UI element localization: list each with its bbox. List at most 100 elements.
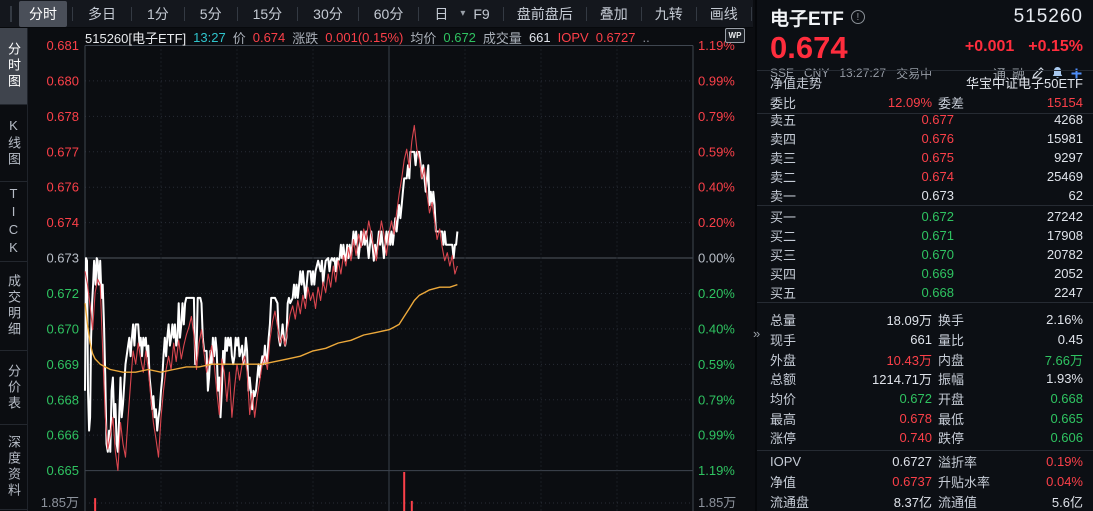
sidebar-item-0[interactable]: 分时图 <box>0 28 27 105</box>
level-volume: 2247 <box>1054 284 1083 300</box>
stats-grid: 总量 18.09万 换手 2.16% 现手 661 量比 0.45 外盘 10.43万 内盘 7.66… <box>757 310 1093 448</box>
level-label: 买三 <box>770 248 797 263</box>
axis-label: 0.674 <box>46 215 79 230</box>
price-change-pct: +0.15% <box>1028 38 1083 55</box>
axis-label: 0.20% <box>698 286 735 301</box>
info-icon[interactable]: ! <box>850 10 865 24</box>
bid-row-4[interactable]: 买五 0.668 2247 <box>757 283 1093 302</box>
level-price: 0.676 <box>921 131 954 147</box>
separator <box>236 6 238 21</box>
sidebar-item-2[interactable]: TICK <box>0 182 27 262</box>
stat-label: 跌停 <box>938 431 965 447</box>
wp-widget-icon[interactable]: WP <box>725 28 745 43</box>
toolbar-tab-0[interactable]: 分时 <box>19 0 67 27</box>
toolbar-action-3[interactable]: 九转 <box>654 5 683 22</box>
change-label: 涨跌 <box>292 30 319 46</box>
stat-value: 10.43万 <box>886 352 932 368</box>
add-icon[interactable] <box>1070 67 1083 80</box>
toolbar-action-4[interactable]: 画线 <box>709 5 738 22</box>
weibi-label: 委比 <box>770 95 797 111</box>
toolbar-action-0[interactable]: F9 <box>473 5 490 22</box>
ask-row-3[interactable]: 卖二 0.674 25469 <box>757 167 1093 186</box>
axis-label: 0.99% <box>698 73 735 88</box>
toolbar-tab-6[interactable]: 60分 <box>373 5 404 22</box>
axis-label: 1.85万 <box>41 495 79 510</box>
axis-label: 0.669 <box>46 357 79 372</box>
sidebar-item-3[interactable]: 成交明细 <box>0 262 27 351</box>
level-label: 买五 <box>770 285 797 301</box>
level-price: 0.672 <box>921 209 954 225</box>
alert-bell-icon[interactable] <box>1051 66 1064 80</box>
stat-label: 总量 <box>770 313 797 329</box>
toolbar-tab-3[interactable]: 5分 <box>199 5 222 22</box>
level-label: 买四 <box>770 266 797 282</box>
separator <box>131 6 132 21</box>
toolbar-tab-1[interactable]: 多日 <box>88 5 116 22</box>
level-price: 0.675 <box>921 149 954 165</box>
ask-row-4[interactable]: 卖一 0.673 62 <box>757 186 1093 205</box>
stat-row-4: 均价 0.672 开盘 0.668 <box>757 389 1093 409</box>
level-price: 0.671 <box>921 228 954 244</box>
currency: CNY <box>804 66 830 80</box>
separator <box>695 6 697 21</box>
stat-value: 1214.71万 <box>872 372 932 388</box>
toolbar-action-1[interactable]: 盘前盘后 <box>516 5 573 22</box>
separator <box>585 6 587 21</box>
stat-value: 8.37亿 <box>893 494 932 510</box>
axis-label: 0.676 <box>46 180 79 195</box>
stat-value: 2.16% <box>1046 312 1083 328</box>
bid-row-0[interactable]: 买一 0.672 27242 <box>757 208 1093 227</box>
price-line <box>84 150 459 453</box>
nav-trend-label[interactable]: 净值走势 <box>770 75 823 91</box>
chart-code: 515260[电子ETF] <box>85 30 187 46</box>
sidebar-item-4[interactable]: 分价表 <box>0 351 27 425</box>
axis-label: 0.20% <box>698 215 735 230</box>
level-label: 买二 <box>770 229 797 245</box>
separator <box>72 6 73 21</box>
stat-value: 0.672 <box>899 391 932 407</box>
stat-row-6: 涨停 0.740 跌停 0.606 <box>757 428 1093 448</box>
level-label: 卖二 <box>770 169 797 185</box>
level-label: 卖五 <box>770 113 797 129</box>
ask-row-0[interactable]: 卖五 0.677 4268 <box>757 111 1093 130</box>
stat-label: 最低 <box>938 411 965 427</box>
bid-row-3[interactable]: 买四 0.669 2052 <box>757 264 1093 283</box>
sidebar-item-5[interactable]: 深度资料 <box>0 425 27 510</box>
toolbar-tab-5[interactable]: 30分 <box>313 5 343 22</box>
toolbar-tab-4[interactable]: 15分 <box>252 5 283 22</box>
stat-row-1: 净值 0.6737 升贴水率 0.04% <box>757 471 1093 491</box>
toolbar-action-2[interactable]: 叠加 <box>599 5 628 22</box>
toolbar-tab-7[interactable]: 日 <box>434 5 449 22</box>
axis-label: 0.40% <box>698 180 735 195</box>
stat-label: 内盘 <box>938 352 965 368</box>
toolbar-tab-2[interactable]: 1分 <box>147 5 169 22</box>
stat-label: 净值 <box>770 474 797 490</box>
level-volume: 62 <box>1068 187 1083 203</box>
exchange: SSE <box>770 66 795 80</box>
stat-label: 流通盘 <box>770 494 810 510</box>
level-label: 买一 <box>770 210 797 226</box>
chart-time: 13:27 <box>193 29 226 45</box>
level-price: 0.677 <box>921 112 954 128</box>
level-volume: 2052 <box>1054 265 1083 281</box>
sidebar-item-1[interactable]: K线图 <box>0 105 27 182</box>
stat-value: 0.45 <box>1057 332 1083 348</box>
bid-row-2[interactable]: 买三 0.670 20782 <box>757 245 1093 264</box>
axis-label: 0.677 <box>46 144 79 159</box>
separator <box>357 6 359 21</box>
bid-row-1[interactable]: 买二 0.671 17908 <box>757 226 1093 245</box>
ask-row-1[interactable]: 卖四 0.676 15981 <box>757 129 1093 148</box>
chevron-down-icon[interactable]: ▾ <box>460 8 466 19</box>
panel-collapse-handle[interactable]: » <box>753 326 761 341</box>
axis-label: 0.59% <box>698 144 735 159</box>
axis-label: 0.59% <box>698 357 735 372</box>
stat-label: 现手 <box>770 333 797 349</box>
ask-row-2[interactable]: 卖三 0.675 9297 <box>757 148 1093 167</box>
stat-label: 均价 <box>770 392 797 408</box>
level-label: 卖一 <box>770 188 797 204</box>
edit-icon[interactable] <box>1031 66 1045 80</box>
stat-label: 流通值 <box>938 494 978 510</box>
stat-value: 0.04% <box>1046 473 1083 489</box>
chart-info-row: 515260[电子ETF] 13:27 价 0.674 涨跌 0.001(0.1… <box>85 29 650 46</box>
